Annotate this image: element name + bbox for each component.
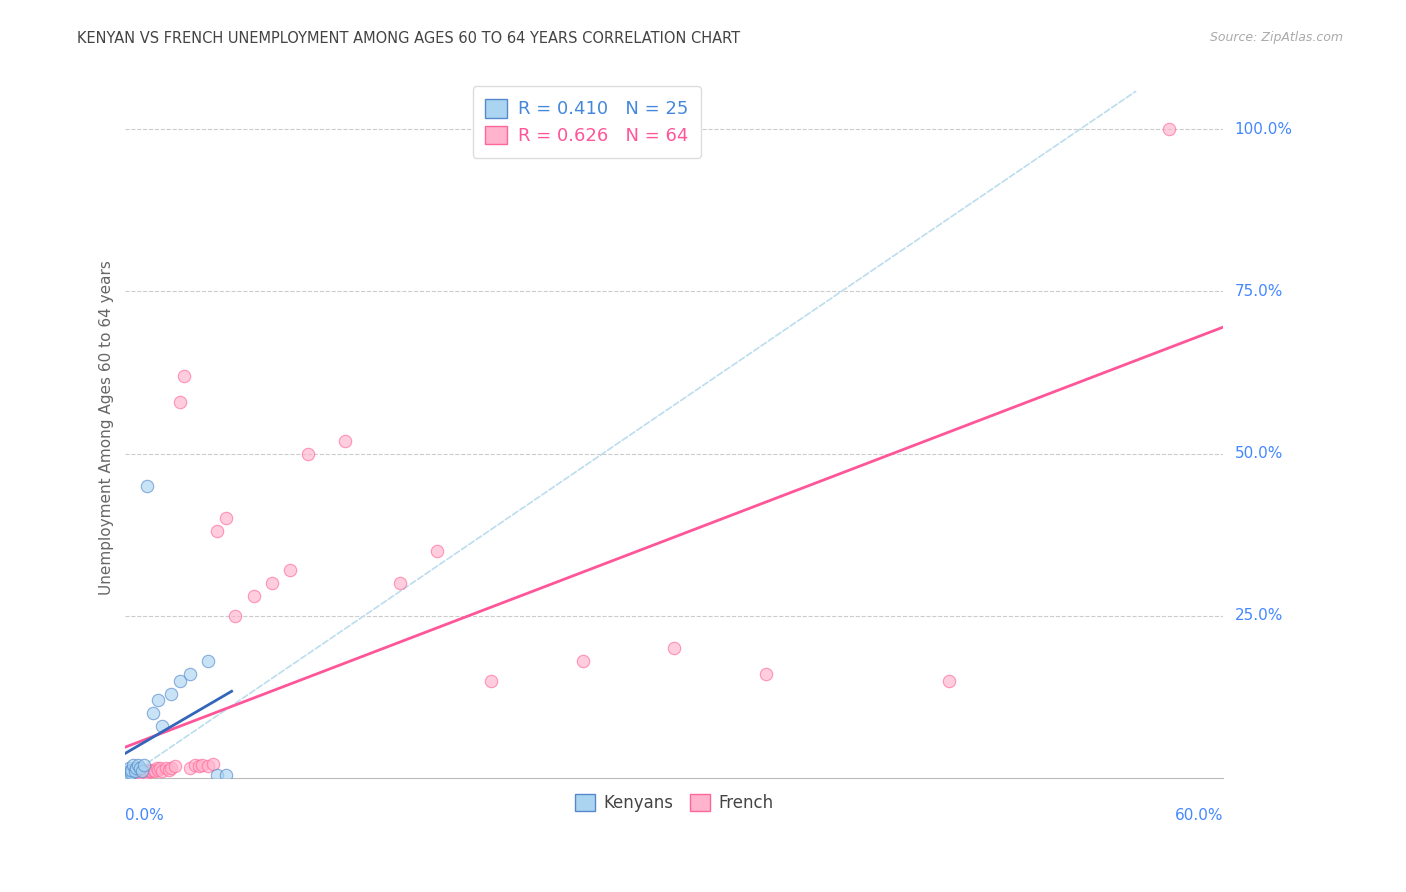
Point (120, 765, 142, 780)
Point (118, 767, 141, 781)
Point (755, 667, 778, 681)
Point (129, 765, 152, 780)
Point (481, 673, 503, 688)
Point (127, 765, 149, 780)
Point (260, 576, 283, 591)
Point (388, 576, 411, 591)
Point (124, 767, 146, 781)
Point (143, 764, 166, 779)
Point (148, 763, 170, 777)
Point (129, 761, 152, 775)
Point (1157, 122, 1180, 136)
Point (148, 693, 170, 707)
Point (160, 761, 183, 775)
Point (124, 765, 146, 780)
Point (169, 394, 191, 409)
Point (118, 764, 141, 779)
Point (184, 758, 207, 772)
Text: 0.0%: 0.0% (125, 808, 165, 823)
Point (297, 447, 319, 461)
Point (160, 687, 183, 701)
Point (124, 764, 146, 779)
Point (202, 756, 225, 771)
Point (121, 758, 143, 772)
Point (120, 765, 142, 780)
Point (242, 590, 264, 604)
Point (132, 767, 155, 781)
Point (191, 758, 214, 772)
Point (125, 765, 148, 780)
Point (155, 761, 177, 775)
Point (125, 767, 148, 781)
Point (333, 434, 356, 448)
Point (139, 764, 162, 779)
Point (124, 764, 146, 779)
Point (120, 763, 142, 777)
Point (197, 654, 219, 668)
Point (136, 479, 159, 493)
Point (120, 767, 142, 781)
Point (224, 608, 246, 623)
Point (142, 706, 165, 720)
Point (215, 511, 238, 525)
Point (121, 765, 143, 780)
Text: 75.0%: 75.0% (1234, 284, 1282, 299)
Point (117, 767, 139, 781)
Point (278, 563, 301, 577)
Point (118, 765, 141, 780)
Point (121, 767, 143, 781)
Point (157, 763, 180, 777)
Point (179, 667, 201, 681)
Point (127, 758, 149, 772)
Text: KENYAN VS FRENCH UNEMPLOYMENT AMONG AGES 60 TO 64 YEARS CORRELATION CHART: KENYAN VS FRENCH UNEMPLOYMENT AMONG AGES… (77, 31, 741, 46)
Legend: Kenyans, French: Kenyans, French (568, 787, 780, 819)
Point (131, 764, 153, 779)
Point (173, 368, 195, 383)
Point (120, 769, 142, 783)
Point (197, 759, 219, 773)
Text: Source: ZipAtlas.com: Source: ZipAtlas.com (1209, 31, 1343, 45)
Point (150, 719, 173, 733)
Point (205, 767, 228, 781)
Text: 60.0%: 60.0% (1175, 808, 1223, 823)
Point (117, 767, 139, 781)
Point (132, 758, 155, 772)
Point (145, 761, 167, 775)
Point (118, 764, 141, 779)
Y-axis label: Unemployment Among Ages 60 to 64 years: Unemployment Among Ages 60 to 64 years (100, 260, 114, 595)
Point (142, 763, 165, 777)
Point (205, 524, 228, 539)
Point (117, 765, 139, 780)
Point (127, 764, 149, 779)
Point (138, 763, 160, 777)
Point (117, 769, 139, 783)
Point (125, 761, 148, 775)
Point (135, 765, 157, 780)
Point (121, 769, 143, 783)
Point (136, 764, 159, 779)
Text: 25.0%: 25.0% (1234, 608, 1282, 624)
Text: 100.0%: 100.0% (1234, 122, 1292, 136)
Point (125, 769, 148, 783)
Point (215, 767, 238, 781)
Point (129, 767, 152, 781)
Point (150, 764, 173, 779)
Point (118, 767, 141, 781)
Point (187, 759, 209, 773)
Point (117, 765, 139, 780)
Point (572, 654, 595, 668)
Point (118, 769, 141, 783)
Point (120, 764, 142, 779)
Text: 50.0%: 50.0% (1234, 446, 1282, 461)
Point (664, 641, 686, 656)
Point (426, 544, 449, 558)
Point (131, 764, 153, 779)
Point (149, 761, 172, 775)
Point (938, 673, 960, 688)
Point (169, 673, 191, 688)
Point (179, 761, 201, 775)
Point (163, 759, 186, 773)
Point (118, 761, 141, 775)
Point (132, 764, 155, 779)
